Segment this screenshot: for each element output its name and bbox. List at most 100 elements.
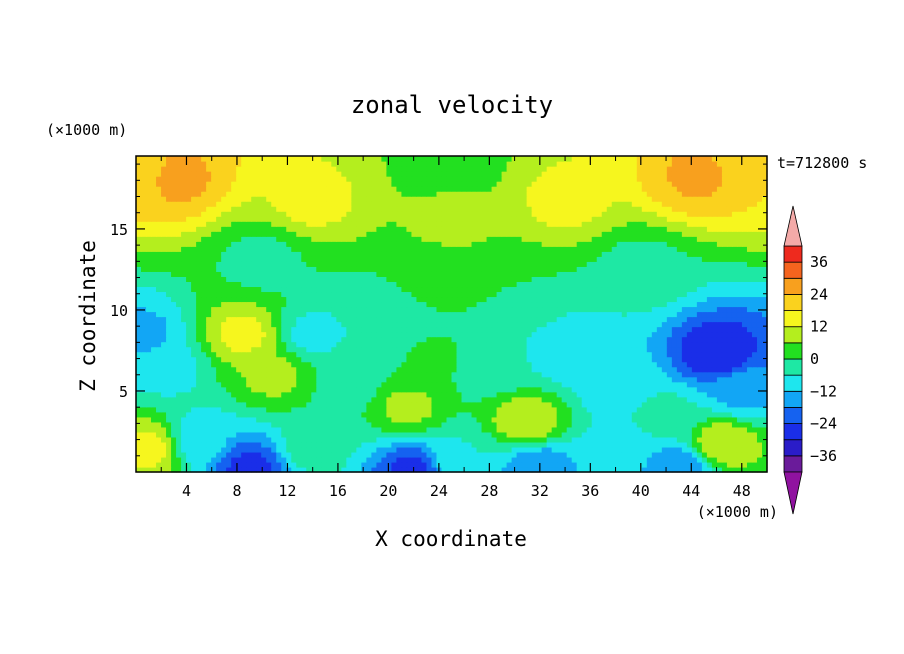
contour-cell (376, 321, 382, 328)
contour-cell (611, 301, 618, 308)
contour-cell (346, 401, 352, 408)
contour-cell (496, 326, 503, 333)
contour-cell (136, 331, 142, 338)
contour-cell (221, 311, 227, 318)
contour-cell (751, 436, 758, 443)
contour-cell (736, 311, 743, 318)
contour-cell (721, 341, 728, 348)
contour-cell (246, 281, 252, 288)
contour-cell (446, 401, 453, 408)
contour-cell (226, 431, 232, 438)
contour-cell (691, 411, 698, 418)
contour-cell (631, 436, 638, 443)
contour-cell (321, 281, 327, 288)
contour-cell (586, 436, 593, 443)
contour-cell (636, 286, 643, 293)
contour-cell (461, 376, 468, 383)
contour-cell (566, 291, 573, 298)
contour-cell (651, 466, 658, 473)
contour-cell (256, 406, 262, 413)
contour-cell (296, 456, 302, 463)
contour-cell (586, 366, 593, 373)
contour-cell (396, 306, 403, 313)
contour-cell (226, 271, 232, 277)
contour-cell (621, 396, 628, 403)
contour-cell (581, 456, 588, 463)
contour-cell (756, 381, 763, 388)
contour-cell (626, 321, 633, 328)
contour-cell (326, 286, 332, 293)
contour-cell (616, 356, 623, 363)
contour-cell (251, 416, 257, 423)
contour-cell (391, 346, 398, 353)
contour-cell (226, 311, 232, 318)
contour-cell (361, 351, 367, 358)
contour-cell (226, 331, 232, 338)
contour-cell (286, 291, 292, 298)
contour-cell (521, 291, 528, 298)
contour-cell (191, 436, 197, 443)
contour-cell (151, 366, 157, 373)
contour-cell (291, 311, 297, 318)
contour-cell (336, 396, 342, 403)
contour-cell (696, 361, 703, 368)
contour-cell (156, 441, 162, 448)
contour-cell (736, 286, 743, 293)
contour-cell (281, 411, 287, 418)
contour-cell (671, 426, 678, 433)
contour-cell (446, 296, 453, 303)
contour-cell (401, 401, 408, 408)
contour-cell (376, 391, 382, 398)
contour-cell (556, 311, 563, 318)
contour-cell (196, 431, 202, 438)
contour-cell (386, 306, 393, 313)
contour-cell (746, 401, 753, 408)
contour-cell (616, 436, 623, 443)
contour-cell (421, 431, 428, 438)
contour-cell (496, 321, 503, 328)
contour-cell (491, 281, 498, 288)
contour-cell (506, 361, 513, 368)
contour-cell (721, 326, 728, 333)
contour-cell (376, 436, 382, 443)
contour-cell (676, 291, 683, 298)
contour-cell (691, 456, 698, 463)
contour-cell (321, 306, 327, 313)
contour-cell (321, 461, 327, 468)
contour-cell (421, 321, 428, 328)
contour-cell (711, 316, 718, 323)
contour-cell (441, 361, 448, 368)
contour-cell (591, 346, 598, 353)
contour-cell (276, 296, 282, 303)
contour-cell (211, 426, 217, 433)
contour-cell (436, 361, 443, 368)
contour-cell (261, 391, 267, 398)
contour-cell (691, 466, 698, 473)
contour-cell (596, 396, 603, 403)
contour-cell (646, 426, 653, 433)
contour-cell (161, 416, 167, 423)
contour-cell (621, 401, 628, 408)
contour-cell (691, 461, 698, 468)
contour-cell (136, 451, 142, 458)
contour-cell (466, 446, 473, 453)
contour-cell (251, 341, 257, 348)
contour-cell (656, 326, 663, 333)
contour-cell (201, 411, 207, 418)
contour-cell (761, 441, 768, 448)
contour-cell (161, 381, 167, 388)
contour-cell (566, 436, 573, 443)
contour-cell (236, 451, 242, 458)
contour-cell (756, 326, 763, 333)
contour-cell (541, 416, 548, 423)
contour-cell (696, 421, 703, 428)
contour-cell (601, 396, 608, 403)
contour-cell (471, 446, 478, 453)
contour-cell (506, 426, 513, 433)
contour-cell (226, 356, 232, 363)
contour-cell (136, 346, 142, 353)
contour-cell (366, 341, 372, 348)
contour-cell (151, 436, 157, 443)
contour-cell (356, 311, 362, 318)
contour-cell (671, 341, 678, 348)
